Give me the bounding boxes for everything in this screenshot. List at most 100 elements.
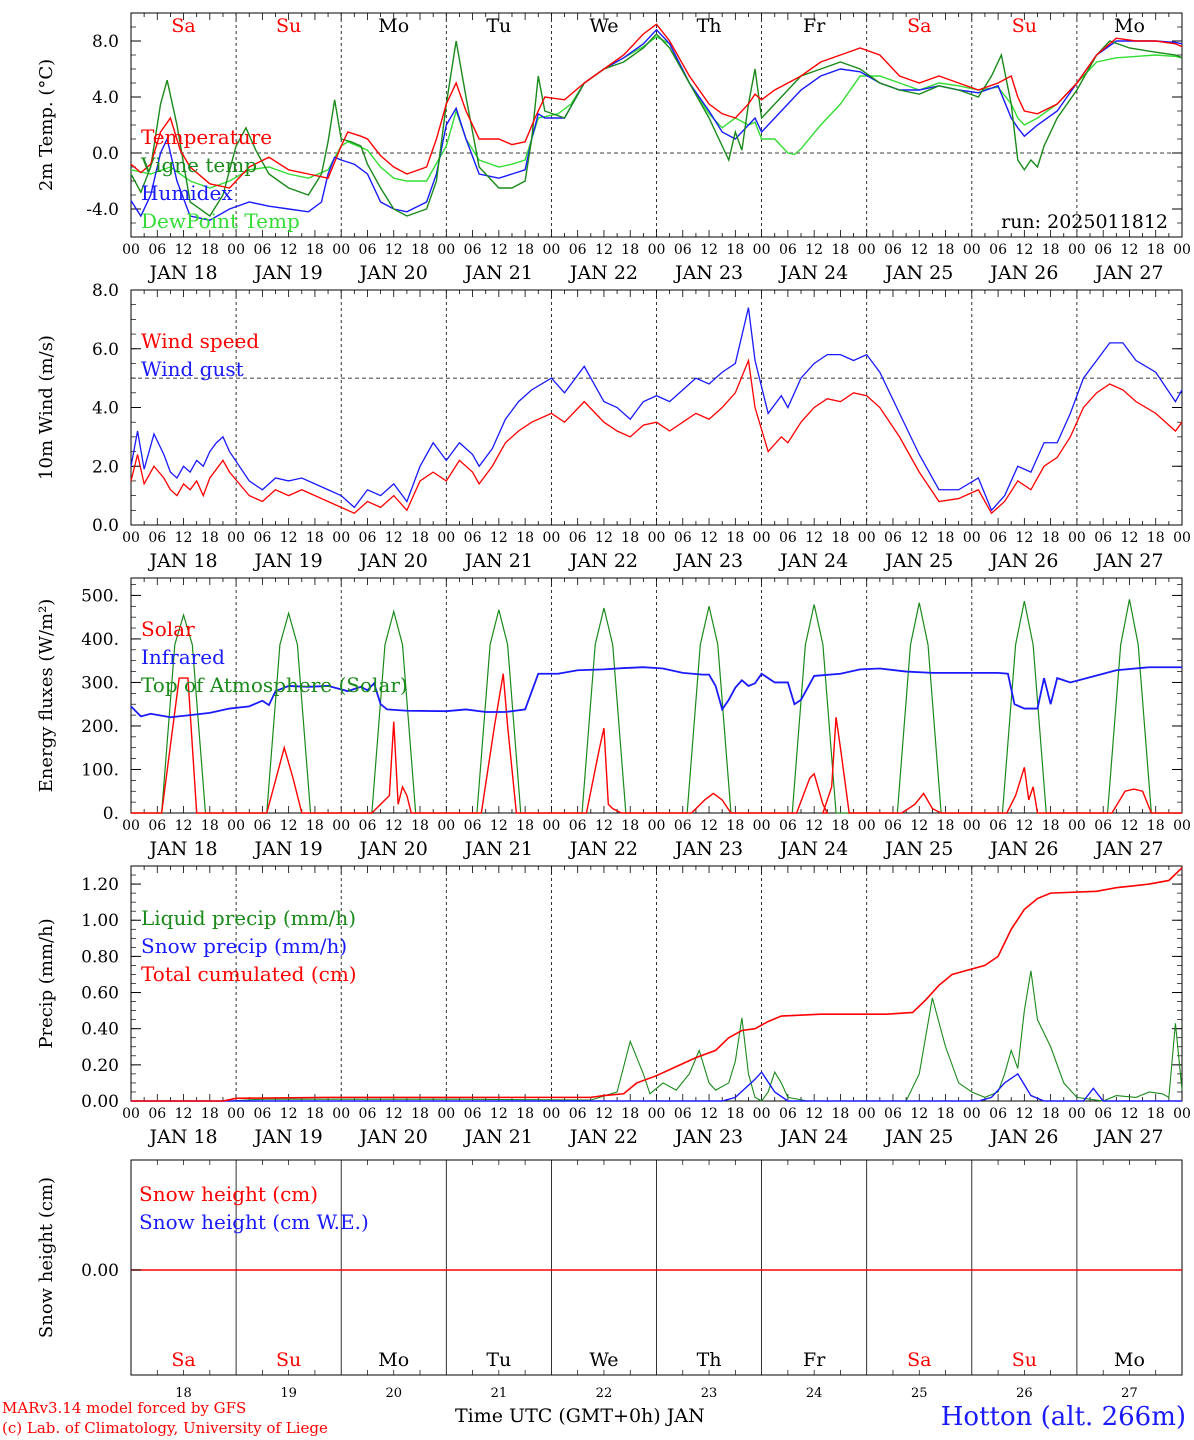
energy-hour-label: 06 bbox=[884, 818, 902, 834]
temp-day-label: Sa bbox=[907, 15, 931, 37]
wind-hour-label: 12 bbox=[595, 530, 613, 546]
temp-hour-label: 00 bbox=[753, 242, 771, 258]
energy-hour-label: 18 bbox=[411, 818, 429, 834]
precip-date-label: JAN 27 bbox=[1093, 1126, 1163, 1148]
temp-day-label: Mo bbox=[378, 15, 409, 37]
energy-date-label: JAN 23 bbox=[673, 838, 743, 860]
temp-hour-label: 12 bbox=[490, 242, 508, 258]
wind-ytick-label: 2.0 bbox=[92, 457, 119, 477]
energy-hour-label: 06 bbox=[148, 818, 166, 834]
precip-hour-label: 18 bbox=[832, 1106, 850, 1122]
energy-ytick-label: 0. bbox=[103, 804, 119, 824]
wind-hour-label: 18 bbox=[1147, 530, 1165, 546]
snow-date-label: 22 bbox=[596, 1386, 613, 1400]
energy-hour-label: 18 bbox=[832, 818, 850, 834]
snow-day-label: Fr bbox=[803, 1349, 826, 1371]
temp-date-label: JAN 21 bbox=[463, 262, 533, 284]
energy-hour-label: 12 bbox=[1121, 818, 1139, 834]
energy-hour-label: 06 bbox=[569, 818, 587, 834]
wind-hour-label: 18 bbox=[306, 530, 324, 546]
energy-hour-label: 00 bbox=[437, 818, 455, 834]
temp-hour-label: 06 bbox=[464, 242, 482, 258]
snow-legend-red: Snow height (cm) bbox=[139, 1182, 318, 1206]
wind-date-label: JAN 23 bbox=[673, 550, 743, 572]
temp-hour-label: 18 bbox=[411, 242, 429, 258]
precip-hour-label: 18 bbox=[1042, 1106, 1060, 1122]
temp-date-label: JAN 27 bbox=[1093, 262, 1163, 284]
precip-ylabel: Precip (mm/h) bbox=[36, 918, 57, 1048]
wind-ylabel: 10m Wind (m/s) bbox=[36, 335, 57, 480]
snow-legend-blue: Snow height (cm W.E.) bbox=[139, 1210, 369, 1234]
temp-hour-label: 00 bbox=[437, 242, 455, 258]
temp-hour-label: 18 bbox=[516, 242, 534, 258]
energy-hour-label: 12 bbox=[595, 818, 613, 834]
wind-date-label: JAN 24 bbox=[778, 550, 848, 572]
energy-date-label: JAN 24 bbox=[778, 838, 848, 860]
temp-ytick-label: 8.0 bbox=[92, 32, 119, 52]
temp-legend-green: Vigne temp bbox=[140, 153, 257, 177]
energy-ytick-label: 200. bbox=[81, 717, 119, 737]
wind-hour-label: 06 bbox=[569, 530, 587, 546]
wind-hour-label: 06 bbox=[884, 530, 902, 546]
precip-hour-label: 00 bbox=[1173, 1106, 1191, 1122]
temp-series-red bbox=[130, 23, 1183, 189]
energy-date-label: JAN 27 bbox=[1093, 838, 1163, 860]
wind-hour-label: 12 bbox=[1121, 530, 1139, 546]
energy-hour-label: 06 bbox=[1094, 818, 1112, 834]
energy-hour-label: 00 bbox=[753, 818, 771, 834]
snow-date-label: 26 bbox=[1016, 1386, 1033, 1400]
energy-date-label: JAN 20 bbox=[358, 838, 428, 860]
temp-ytick-label: 4.0 bbox=[92, 88, 119, 108]
temp-hour-label: 06 bbox=[1094, 242, 1112, 258]
energy-legend-blue: Infrared bbox=[141, 645, 225, 669]
energy-series-blue bbox=[130, 666, 1182, 719]
snow-day-label: Mo bbox=[1114, 1349, 1145, 1371]
wind-legend-red: Wind speed bbox=[141, 329, 259, 353]
temp-hour-label: 12 bbox=[910, 242, 928, 258]
wind-hour-label: 06 bbox=[1094, 530, 1112, 546]
temp-hour-label: 06 bbox=[674, 242, 692, 258]
precip-hour-label: 00 bbox=[858, 1106, 876, 1122]
snow-date-label: 20 bbox=[385, 1386, 402, 1400]
precip-legend-red: Total cumulated (cm) bbox=[141, 962, 357, 986]
energy-ytick-label: 500. bbox=[81, 586, 119, 606]
energy-hour-label: 00 bbox=[542, 818, 560, 834]
wind-hour-label: 06 bbox=[148, 530, 166, 546]
wind-series-blue bbox=[130, 307, 1183, 512]
wind-hour-label: 00 bbox=[858, 530, 876, 546]
precip-hour-label: 12 bbox=[595, 1106, 613, 1122]
precip-hour-label: 00 bbox=[648, 1106, 666, 1122]
temp-day-label: We bbox=[589, 15, 618, 37]
temp-date-label: JAN 20 bbox=[358, 262, 428, 284]
wind-date-label: JAN 18 bbox=[147, 550, 217, 572]
temp-hour-label: 00 bbox=[227, 242, 245, 258]
precip-hour-label: 18 bbox=[937, 1106, 955, 1122]
precip-ytick-label: 0.00 bbox=[81, 1092, 119, 1112]
energy-hour-label: 18 bbox=[1147, 818, 1165, 834]
temp-day-label: Th bbox=[697, 15, 722, 37]
energy-hour-label: 00 bbox=[1173, 818, 1191, 834]
precip-hour-label: 06 bbox=[253, 1106, 271, 1122]
energy-hour-label: 18 bbox=[1042, 818, 1060, 834]
snow-date-label: 18 bbox=[175, 1386, 192, 1400]
temp-day-label: Tu bbox=[486, 15, 511, 37]
precip-hour-label: 18 bbox=[411, 1106, 429, 1122]
temp-hour-label: 00 bbox=[648, 242, 666, 258]
wind-legend-blue: Wind gust bbox=[141, 357, 244, 381]
energy-hour-label: 00 bbox=[858, 818, 876, 834]
precip-ytick-label: 0.20 bbox=[81, 1056, 119, 1076]
wind-hour-label: 00 bbox=[648, 530, 666, 546]
wind-hour-label: 18 bbox=[832, 530, 850, 546]
precip-hour-label: 06 bbox=[464, 1106, 482, 1122]
precip-series-red bbox=[131, 867, 1183, 1102]
precip-hour-label: 00 bbox=[332, 1106, 350, 1122]
precip-hour-label: 12 bbox=[910, 1106, 928, 1122]
precip-ytick-label: 1.00 bbox=[81, 911, 119, 931]
model-credit: MARv3.14 model forced by GFS bbox=[2, 1399, 247, 1417]
temp-hour-label: 12 bbox=[1015, 242, 1033, 258]
energy-hour-label: 18 bbox=[201, 818, 219, 834]
temp-hour-label: 00 bbox=[963, 242, 981, 258]
snow-day-label: Sa bbox=[907, 1349, 931, 1371]
snow-date-label: 21 bbox=[491, 1386, 508, 1400]
energy-hour-label: 12 bbox=[805, 818, 823, 834]
